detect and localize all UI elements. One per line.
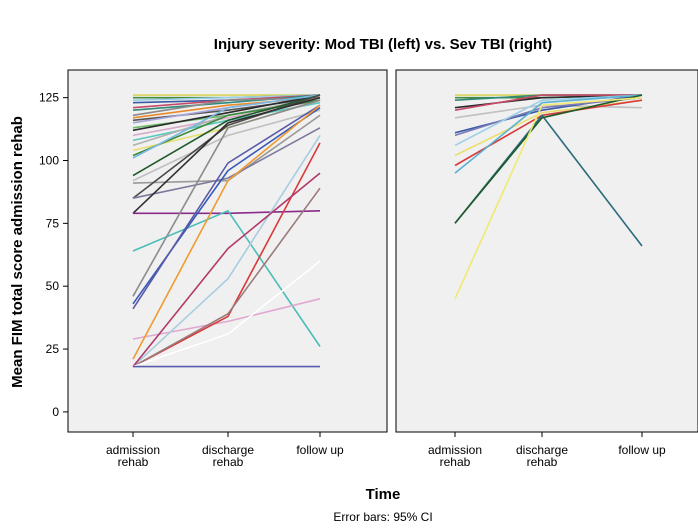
x-tick-label: discharge rehab bbox=[516, 443, 568, 469]
y-tick-label: 100 bbox=[39, 154, 59, 168]
series-line-mod-6 bbox=[132, 94, 321, 111]
series-line-mod-20 bbox=[132, 109, 321, 182]
series-line-mod-23 bbox=[132, 127, 321, 199]
series-line-mod-35 bbox=[132, 172, 321, 368]
series-line-mod-22 bbox=[132, 94, 321, 199]
x-tick-label: follow up bbox=[618, 443, 666, 457]
panel-mod-tbi bbox=[132, 94, 321, 368]
x-tick-label: follow up bbox=[296, 443, 344, 457]
panel-sev-tbi bbox=[454, 94, 643, 300]
series-line-sev-10 bbox=[454, 99, 643, 157]
series-line-mod-3 bbox=[132, 94, 321, 101]
y-tick-label: 75 bbox=[46, 216, 60, 230]
series-line-mod-29 bbox=[132, 104, 321, 310]
x-tick-label: admission rehab bbox=[428, 443, 482, 469]
series-line-sev-14 bbox=[454, 94, 643, 224]
series-line-mod-25 bbox=[133, 210, 321, 215]
series-line-mod-12 bbox=[132, 94, 321, 132]
series-line-mod-18 bbox=[132, 94, 321, 159]
series-line-sev-5 bbox=[454, 94, 642, 111]
panel-right-background bbox=[395, 69, 698, 433]
y-axis-title: Mean FIM total score admission rehab bbox=[9, 116, 26, 388]
y-axis: 0 25 50 75 100 125 bbox=[39, 91, 68, 419]
series-line-sev-12 bbox=[454, 94, 643, 174]
series-line-mod-31 bbox=[132, 104, 321, 360]
y-tick-label: 25 bbox=[46, 342, 60, 356]
series-line-mod-9 bbox=[132, 96, 321, 122]
series-line-mod-32 bbox=[132, 134, 321, 368]
series-line-sev-9 bbox=[454, 94, 643, 147]
y-tick-label: 0 bbox=[52, 405, 59, 419]
series-line-mod-36 bbox=[132, 260, 321, 368]
panel-left-background bbox=[67, 69, 388, 433]
series-line-mod-34 bbox=[132, 187, 321, 368]
x-tick-label: discharge rehab bbox=[202, 443, 254, 469]
x-axis-title: Time bbox=[366, 486, 401, 503]
series-line-mod-26 bbox=[132, 210, 321, 347]
series-line-mod-30 bbox=[132, 298, 321, 340]
series-line-mod-24 bbox=[132, 96, 321, 214]
x-tick-label: admission rehab bbox=[106, 443, 160, 469]
x-axis: admission rehab discharge rehab follow up adm… bbox=[106, 432, 666, 469]
series-line-sev-15 bbox=[454, 96, 643, 300]
chart-title: Injury severity: Mod TBI (left) vs. Sev … bbox=[214, 36, 552, 53]
series-line-mod-27 bbox=[132, 99, 321, 297]
y-tick-label: 50 bbox=[46, 279, 60, 293]
y-tick-label: 125 bbox=[39, 91, 59, 105]
chart-footnote: Error bars: 95% CI bbox=[333, 510, 432, 524]
series-line-mod-19 bbox=[132, 94, 321, 177]
series-line-sev-8 bbox=[454, 96, 643, 137]
